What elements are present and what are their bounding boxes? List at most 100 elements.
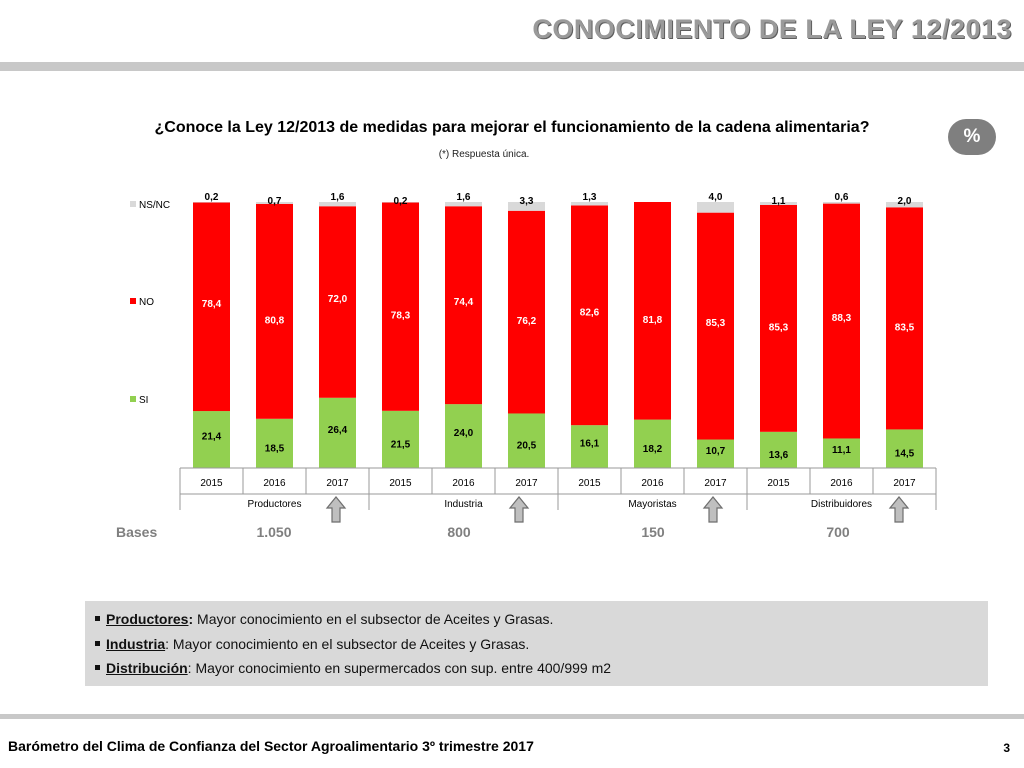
bar-no bbox=[508, 210, 545, 414]
label-no: 88,3 bbox=[832, 313, 852, 324]
bar-nsnc bbox=[697, 202, 734, 213]
bar-nsnc bbox=[571, 202, 608, 206]
label-no: 78,3 bbox=[391, 311, 411, 322]
tick-label: 2016 bbox=[830, 478, 853, 489]
tick-label: 2016 bbox=[263, 478, 286, 489]
label-si: 26,4 bbox=[328, 425, 348, 436]
label-si: 13,6 bbox=[769, 450, 789, 461]
bar-si bbox=[508, 413, 545, 468]
bar-si bbox=[697, 439, 734, 468]
bar-no bbox=[382, 202, 419, 411]
percent-badge: % bbox=[948, 119, 996, 155]
up-arrow-icon bbox=[888, 496, 910, 523]
bar-nsnc bbox=[319, 202, 356, 207]
tick-label: 2017 bbox=[515, 478, 538, 489]
label-si: 11,1 bbox=[832, 445, 851, 456]
chart-note: (*) Respuesta única. bbox=[438, 149, 530, 160]
bar-si bbox=[634, 419, 671, 468]
up-arrow-icon bbox=[508, 496, 530, 523]
tick-label: 2016 bbox=[641, 478, 664, 489]
bar-nsnc bbox=[256, 202, 293, 204]
label-no: 82,6 bbox=[580, 307, 600, 318]
note-text: Mayor conocimiento en el subsector de Ac… bbox=[193, 611, 554, 627]
footer-divider bbox=[0, 714, 1024, 719]
label-nsnc: 1,1 bbox=[772, 196, 786, 207]
tick-label: 2015 bbox=[767, 478, 790, 489]
label-no: 85,3 bbox=[769, 322, 789, 333]
bar-no bbox=[256, 203, 293, 419]
bullet-icon bbox=[95, 665, 100, 670]
label-si: 18,5 bbox=[265, 443, 285, 454]
label-si: 18,2 bbox=[643, 444, 663, 455]
legend-swatch bbox=[130, 201, 136, 207]
bases-label: Bases bbox=[116, 524, 158, 540]
bar-si bbox=[823, 438, 860, 468]
bar-nsnc bbox=[382, 202, 419, 203]
bullet-icon bbox=[95, 616, 100, 621]
label-nsnc: 0,2 bbox=[394, 196, 408, 207]
bar-no bbox=[445, 206, 482, 405]
label-nsnc: 1,6 bbox=[457, 192, 471, 203]
bar-no bbox=[571, 205, 608, 426]
label-no: 83,5 bbox=[895, 322, 915, 333]
bar-si bbox=[319, 397, 356, 468]
label-nsnc: 3,3 bbox=[520, 196, 534, 207]
group-label: Distribuidores bbox=[811, 499, 872, 510]
note-label: Productores bbox=[106, 611, 189, 627]
note-sep: : bbox=[187, 660, 192, 676]
header-divider bbox=[0, 62, 1024, 71]
legend-entry: NO bbox=[139, 297, 154, 308]
base-productores: 1.050 bbox=[256, 524, 292, 540]
label-nsnc: 4,0 bbox=[709, 192, 723, 203]
group-label: Industria bbox=[444, 499, 483, 510]
tick-label: 2017 bbox=[326, 478, 349, 489]
label-no: 76,2 bbox=[517, 316, 537, 327]
note-industria: Industria: Mayor conocimiento en el subs… bbox=[95, 636, 529, 652]
label-nsnc: 1,3 bbox=[583, 192, 597, 203]
note-text: Mayor conocimiento en el subsector de Ac… bbox=[169, 636, 530, 652]
legend-swatch bbox=[130, 298, 136, 304]
label-no: 74,4 bbox=[454, 297, 474, 308]
note-label: Industria bbox=[106, 636, 166, 652]
note-sep: : bbox=[165, 636, 170, 652]
note-sep: : bbox=[188, 611, 194, 627]
bar-no bbox=[634, 202, 671, 420]
bar-no bbox=[760, 204, 797, 432]
note-label: Distribución bbox=[106, 660, 188, 676]
bar-si bbox=[571, 425, 608, 468]
note-productores: Productores: Mayor conocimiento en el su… bbox=[95, 611, 553, 627]
bar-nsnc bbox=[823, 202, 860, 204]
chart-question: ¿Conoce la Ley 12/2013 de medidas para m… bbox=[154, 119, 870, 136]
group-label: Productores bbox=[248, 499, 302, 510]
label-no: 80,8 bbox=[265, 315, 285, 326]
note-text: Mayor conocimiento en supermercados con … bbox=[191, 660, 612, 676]
label-no: 78,4 bbox=[202, 299, 222, 310]
label-si: 16,1 bbox=[580, 439, 600, 450]
label-si: 14,5 bbox=[895, 449, 915, 460]
bullet-icon bbox=[95, 641, 100, 646]
legend-entry: NS/NC bbox=[139, 200, 170, 211]
bar-si bbox=[256, 418, 293, 468]
label-si: 24,0 bbox=[454, 428, 474, 439]
group-label: Mayoristas bbox=[628, 499, 676, 510]
note-distribucion: Distribución: Mayor conocimiento en supe… bbox=[95, 660, 611, 676]
notes-box: Productores: Mayor conocimiento en el su… bbox=[85, 601, 988, 686]
label-nsnc: 0,6 bbox=[835, 192, 849, 203]
label-no: 81,8 bbox=[643, 315, 663, 326]
tick-label: 2015 bbox=[389, 478, 412, 489]
label-nsnc: 0,2 bbox=[205, 192, 219, 203]
bar-si bbox=[445, 404, 482, 468]
label-si: 20,5 bbox=[517, 441, 537, 452]
label-nsnc: 2,0 bbox=[898, 196, 912, 207]
bar-no bbox=[886, 207, 923, 430]
label-nsnc: 0,7 bbox=[268, 196, 282, 207]
bar-si bbox=[193, 411, 230, 468]
bar-no bbox=[823, 203, 860, 439]
bar-si bbox=[382, 410, 419, 468]
label-no: 85,3 bbox=[706, 318, 726, 329]
up-arrow-icon bbox=[325, 496, 347, 523]
tick-label: 2017 bbox=[893, 478, 916, 489]
label-si: 21,5 bbox=[391, 439, 411, 450]
up-arrow-icon bbox=[702, 496, 724, 523]
tick-label: 2016 bbox=[452, 478, 475, 489]
